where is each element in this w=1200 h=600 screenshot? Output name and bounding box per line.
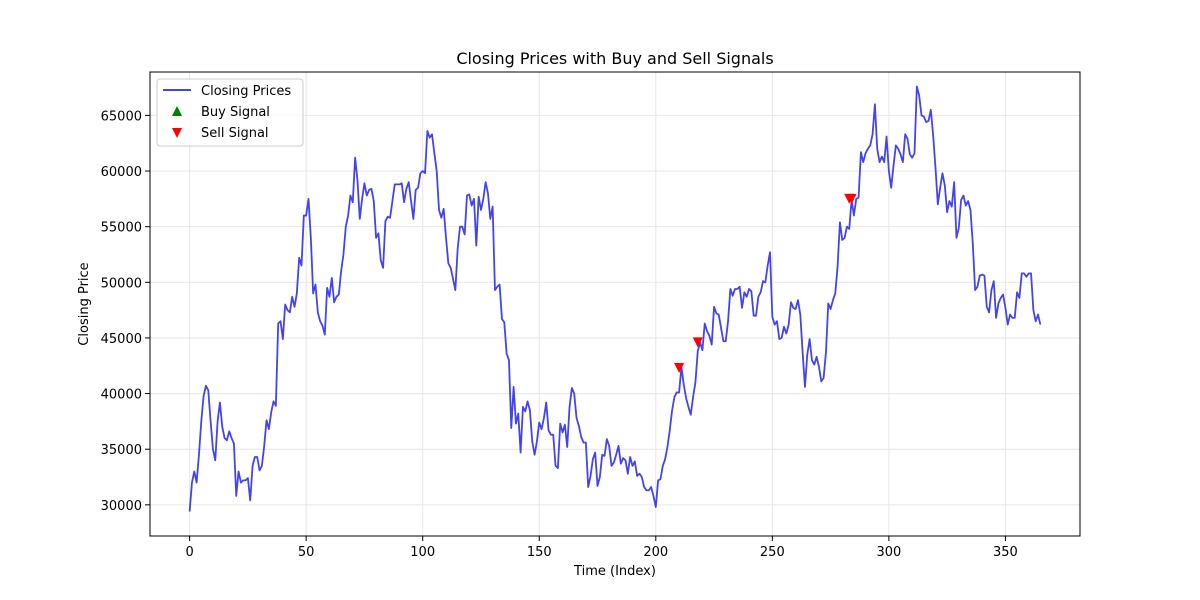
x-tick-label: 200 [643, 545, 668, 560]
y-tick-label: 35000 [101, 443, 142, 458]
x-tick-label: 0 [185, 545, 193, 560]
legend-box [156, 78, 304, 147]
x-tick-label: 50 [298, 545, 315, 560]
plot-area [188, 85, 1042, 512]
legend-label-buy-signal: Buy Signal [201, 105, 270, 120]
x-axis: 0 50 100 150 200 250 300 350 [185, 536, 1018, 560]
x-tick-label: 250 [760, 545, 785, 560]
legend-marker-sell-signal [172, 128, 182, 138]
closing-prices-line [188, 85, 1042, 512]
plot-frame [149, 71, 1081, 537]
x-tick-label: 350 [993, 545, 1018, 560]
sell-signal-marker [846, 193, 857, 204]
y-tick-label: 55000 [101, 221, 142, 236]
legend-marker-buy-signal [172, 106, 182, 116]
legend: Closing Prices Buy Signal Sell Signal [156, 78, 304, 147]
y-axis-label: Closing Price [77, 262, 92, 345]
legend-label-sell-signal: Sell Signal [201, 126, 269, 141]
x-tick-label: 300 [876, 545, 901, 560]
x-axis-label: Time (Index) [573, 564, 656, 579]
legend-label-closing-prices: Closing Prices [201, 84, 291, 99]
grid [150, 72, 1080, 536]
y-tick-label: 60000 [101, 165, 142, 180]
chart-title: Closing Prices with Buy and Sell Signals [456, 49, 773, 68]
y-tick-label: 65000 [101, 109, 142, 124]
sell-signal-marker [674, 362, 685, 373]
y-tick-label: 50000 [101, 276, 142, 291]
sell-signal-marker [692, 337, 703, 348]
y-axis: 30000 35000 40000 45000 50000 55000 60000 65000 [101, 109, 150, 514]
x-tick-label: 150 [527, 545, 552, 560]
y-tick-label: 40000 [101, 388, 142, 403]
y-tick-label: 30000 [101, 499, 142, 514]
y-tick-label: 45000 [101, 332, 142, 347]
x-tick-label: 100 [410, 545, 435, 560]
